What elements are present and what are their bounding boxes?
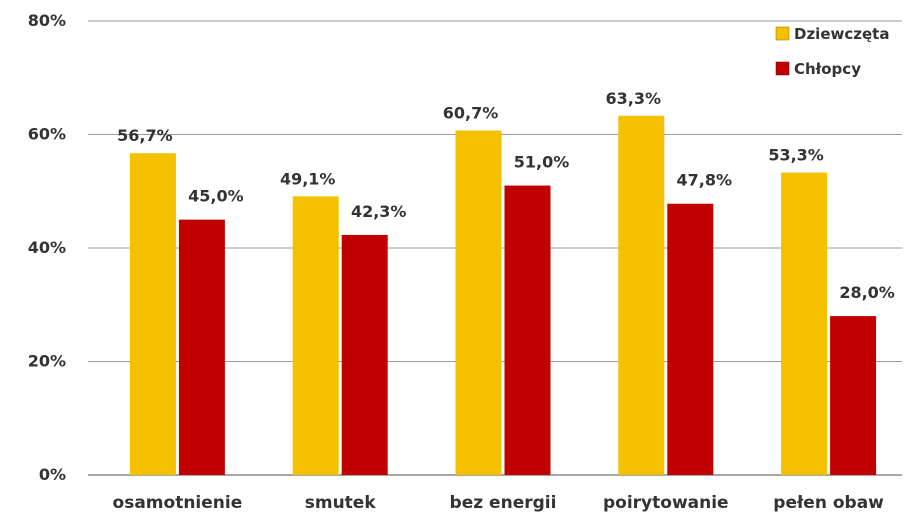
y-tick-label: 0% (39, 465, 66, 484)
data-label-girls: 60,7% (443, 104, 499, 123)
data-label-boys: 45,0% (188, 187, 244, 206)
data-label-girls: 63,3% (606, 89, 662, 108)
data-label-girls: 49,1% (280, 169, 336, 188)
category-label: bez energii (450, 493, 557, 513)
category-label: osamotnienie (113, 493, 243, 513)
legend: Dziewczęta Chłopcy (775, 25, 889, 78)
bar-girls (781, 172, 828, 475)
bar-girls (455, 130, 502, 475)
bar-boys (830, 316, 877, 475)
bar-girls (292, 196, 339, 476)
bar-girls (618, 115, 665, 476)
y-tick-label: 80% (28, 11, 66, 30)
data-label-girls: 53,3% (768, 146, 824, 165)
bars (129, 115, 877, 476)
data-label-boys: 42,3% (351, 202, 407, 221)
category-label: poirytowanie (603, 493, 729, 513)
legend-label-boys: Chłopcy (794, 60, 861, 78)
y-tick-label: 20% (28, 352, 66, 371)
data-label-boys: 47,8% (677, 171, 733, 190)
bar-boys (341, 234, 388, 475)
category-label: smutek (305, 493, 377, 513)
data-label-boys: 28,0% (839, 283, 895, 302)
data-label-boys: 51,0% (514, 153, 570, 172)
legend-swatch-girls (775, 26, 790, 41)
y-tick-label: 40% (28, 238, 66, 257)
legend-swatch-boys (775, 61, 790, 76)
category-label: pełen obaw (773, 493, 884, 513)
bar-boys (504, 185, 551, 475)
bar-girls (129, 153, 176, 476)
x-axis-categories: osamotnienie smutek bez energii poirytowani… (113, 493, 885, 513)
y-tick-label: 60% (28, 125, 66, 144)
legend-label-girls: Dziewczęta (794, 25, 889, 43)
bar-boys (178, 219, 225, 475)
bar-boys (667, 203, 714, 476)
y-axis-ticks: 0% 20% 40% 60% 80% (28, 11, 66, 484)
data-labels: 56,7% 45,0% 49,1% 42,3% 60,7% 51,0% 63,3% 47,8%… (117, 89, 895, 302)
data-label-girls: 56,7% (117, 126, 173, 145)
